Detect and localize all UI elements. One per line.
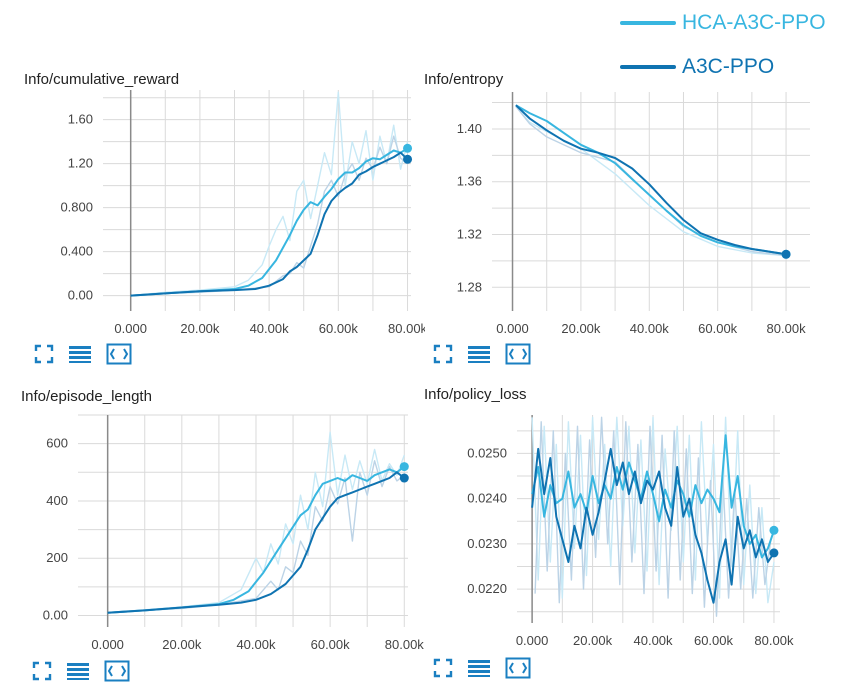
list-icon[interactable] — [65, 660, 91, 682]
series-line-hca — [531, 434, 775, 559]
legend-entry-hca: HCA-A3C-PPO — [610, 8, 845, 38]
grid — [103, 90, 411, 311]
series-line-hca-raw — [130, 91, 409, 297]
x-tick-label: 40.00k — [634, 633, 674, 648]
series-group — [107, 431, 405, 614]
y-tick-label: 200 — [46, 550, 68, 565]
end-point-hca — [403, 143, 413, 153]
legend-swatch-hca — [620, 21, 676, 25]
panel-controls — [432, 343, 539, 365]
y-tick-label: 0.400 — [60, 244, 93, 259]
y-tick-label: 0.0230 — [467, 536, 507, 551]
y-tick-label: 600 — [46, 436, 68, 451]
end-point-hca — [769, 525, 779, 535]
fit-domain-icon[interactable] — [106, 343, 132, 365]
x-tick-label: 20.00k — [162, 637, 202, 652]
x-tick-label: 20.00k — [573, 633, 613, 648]
x-tick-label: 0.000 — [496, 321, 529, 336]
series-line-a3c-raw — [107, 460, 405, 614]
y-tick-label: 0.800 — [60, 200, 93, 215]
x-tick-label: 60.00k — [311, 637, 351, 652]
x-tick-label: 80.00k — [385, 637, 425, 652]
fullscreen-icon[interactable] — [31, 660, 53, 682]
y-tick-label: 0.00 — [43, 608, 68, 623]
y-tick-label: 1.28 — [457, 279, 482, 294]
x-tick-label: 80.00k — [754, 633, 794, 648]
legend-label-a3c: A3C-PPO — [682, 55, 775, 78]
y-tick-label: 1.36 — [457, 174, 482, 189]
x-tick-label: 60.00k — [694, 633, 734, 648]
panel-controls — [33, 343, 140, 365]
series-line-hca-raw — [515, 106, 787, 257]
chart-episode-length: 0.00 200 400 600 0.000 20.00k 40.00k 60.00k 80.0… — [43, 414, 425, 652]
y-tick-label: 0.00 — [68, 288, 93, 303]
series-line-hca-raw — [531, 416, 775, 604]
y-tick-label: 0.0240 — [467, 491, 507, 506]
x-tick-label: 0.000 — [516, 633, 549, 648]
series-group — [515, 104, 787, 257]
fit-domain-icon[interactable] — [104, 660, 130, 682]
end-point-a3c — [781, 249, 791, 259]
end-point-a3c — [399, 473, 409, 483]
legend: HCA-A3C-PPO A3C-PPO — [610, 6, 845, 86]
series-line-a3c — [130, 151, 409, 297]
series-group — [531, 416, 775, 617]
y-tick-label: 1.32 — [457, 226, 482, 241]
y-tick-label: 1.60 — [68, 112, 93, 127]
x-tick-label: 20.00k — [180, 321, 220, 336]
y-tick-label: 1.40 — [457, 121, 482, 136]
panel-controls — [432, 657, 539, 679]
chart-cumulative-reward: 0.00 0.400 0.800 1.20 1.60 0.000 20.00k 40.00k 6… — [60, 90, 425, 336]
end-point-a3c — [403, 154, 413, 164]
chart-title: Info/policy_loss — [424, 386, 527, 403]
x-tick-label: 40.00k — [250, 321, 290, 336]
fullscreen-icon[interactable] — [432, 343, 454, 365]
y-tick-label: 0.0220 — [467, 581, 507, 596]
y-tick-label: 1.20 — [68, 156, 93, 171]
panel-controls — [31, 660, 138, 682]
panel-episode-length: Info/episode_length 0.00 200 400 600 0.000 20… — [21, 388, 425, 682]
series-line-a3c — [531, 447, 775, 604]
list-icon[interactable] — [466, 657, 492, 679]
legend-label-hca: HCA-A3C-PPO — [682, 11, 826, 34]
fit-domain-icon[interactable] — [505, 657, 531, 679]
chart-title: Info/episode_length — [21, 388, 152, 405]
chart-title: Info/entropy — [424, 71, 504, 88]
legend-swatch-a3c — [620, 65, 676, 69]
x-tick-label: 60.00k — [319, 321, 359, 336]
y-tick-label: 0.0250 — [467, 445, 507, 460]
series-line-hca — [107, 465, 405, 614]
x-tick-label: 0.000 — [91, 637, 124, 652]
x-tick-label: 20.00k — [561, 321, 601, 336]
chart-entropy: 1.28 1.32 1.36 1.40 0.000 20.00k 40.00k 60.00k 8… — [457, 92, 810, 336]
x-tick-label: 80.00k — [767, 321, 807, 336]
panel-cumulative-reward: Info/cumulative_reward 0.00 0.400 0.800 1.2… — [0, 0, 425, 365]
x-tick-label: 40.00k — [236, 637, 276, 652]
list-icon[interactable] — [466, 343, 492, 365]
series-line-a3c — [107, 471, 405, 614]
series-line-a3c — [515, 104, 787, 256]
fit-domain-icon[interactable] — [505, 343, 531, 365]
end-point-hca — [399, 462, 409, 472]
chart-title: Info/cumulative_reward — [24, 71, 180, 88]
legend-entry-a3c: A3C-PPO — [610, 52, 845, 82]
fullscreen-icon[interactable] — [33, 343, 55, 365]
x-tick-label: 40.00k — [630, 321, 670, 336]
end-point-a3c — [769, 548, 779, 558]
series-group — [130, 91, 409, 297]
fullscreen-icon[interactable] — [432, 657, 454, 679]
panel-entropy: Info/entropy 1.28 1.32 1.36 1.40 0.000 20.00k… — [424, 71, 810, 365]
series-line-hca — [130, 147, 409, 297]
list-icon[interactable] — [67, 343, 93, 365]
x-tick-label: 80.00k — [388, 321, 425, 336]
x-tick-label: 0.000 — [114, 321, 147, 336]
y-tick-label: 400 — [46, 493, 68, 508]
x-tick-label: 60.00k — [698, 321, 738, 336]
